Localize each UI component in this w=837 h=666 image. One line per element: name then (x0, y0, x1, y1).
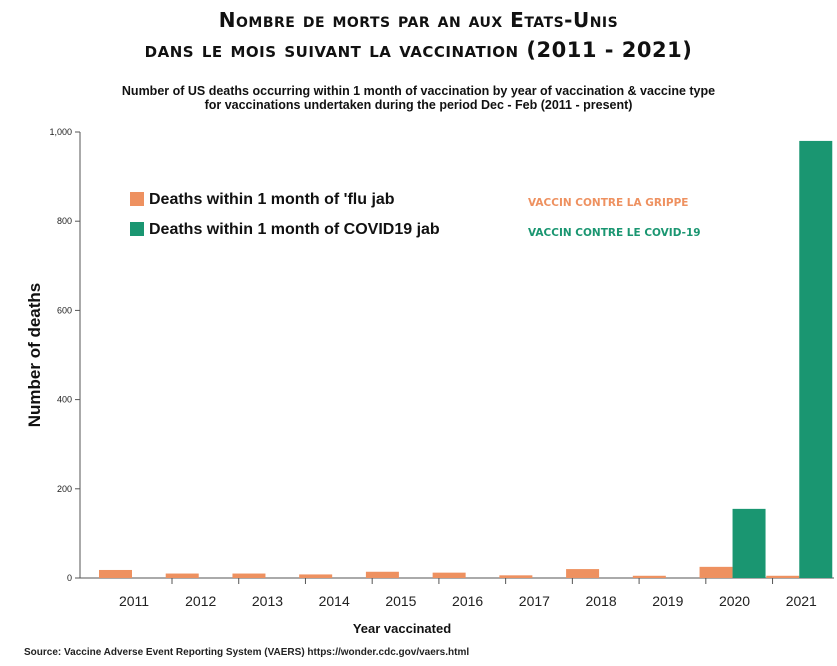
legend-label-flu: Deaths within 1 month of 'flu jab (149, 191, 395, 208)
bar-covid-2020 (732, 508, 766, 578)
x-tick-label: 2019 (652, 593, 683, 609)
y-tick-label: 1,000 (49, 127, 72, 137)
x-axis-label: Year vaccinated (353, 621, 451, 636)
bar-flu-2013 (232, 573, 266, 578)
bar-flu-2019 (632, 575, 666, 578)
y-tick-label: 800 (57, 216, 72, 226)
x-tick-label: 2015 (385, 593, 416, 609)
y-tick-labels: 0 200 400 600 800 1,000 (49, 127, 72, 583)
bar-flu-2017 (499, 575, 533, 578)
bar-flu-2020 (699, 566, 733, 578)
chart-title-french-line-1: Nombre de morts par an aux Etats-Unis (218, 8, 619, 32)
bar-flu-2014 (299, 574, 333, 578)
x-tick-label: 2016 (452, 593, 483, 609)
bar-flu-2021 (766, 575, 800, 578)
x-tick-label: 2014 (319, 593, 350, 609)
chart-bars (99, 140, 833, 579)
y-tick-label: 600 (57, 305, 72, 315)
bar-flu-2018 (566, 569, 600, 578)
bar-flu-2011 (99, 569, 132, 578)
legend-label-covid: Deaths within 1 month of COVID19 jab (149, 221, 440, 238)
chart-subtitle-line-1: Number of US deaths occurring within 1 m… (121, 84, 716, 98)
bar-flu-2016 (432, 572, 466, 578)
x-tick-labels: 2011 2012 2013 2014 2015 2016 2017 2018 2019 2020… (119, 593, 817, 609)
annotation-covid-vaccine: VACCIN CONTRE LE COVID-19 (528, 227, 701, 239)
x-tick-label: 2017 (519, 593, 550, 609)
bar-flu-2012 (165, 573, 199, 578)
x-tick-label: 2018 (586, 593, 617, 609)
x-tick-label: 2021 (786, 593, 817, 609)
chart-subtitle-line-2: for vaccinations undertaken during the p… (204, 98, 633, 112)
y-tick-label: 400 (57, 395, 72, 405)
bar-covid-2021 (799, 140, 833, 579)
y-tick-label: 0 (67, 573, 72, 583)
legend-swatch-covid (130, 222, 144, 236)
x-tick-label: 2020 (719, 593, 750, 609)
x-tick-label: 2011 (119, 593, 149, 609)
x-tick-label: 2013 (252, 593, 283, 609)
legend: Deaths within 1 month of 'flu jab Deaths… (130, 191, 440, 238)
x-tick-label: 2012 (185, 593, 216, 609)
legend-swatch-flu (130, 192, 144, 206)
annotation-flu-vaccine: VACCIN CONTRE LA GRIPPE (528, 197, 688, 209)
bar-flu-2015 (365, 571, 399, 578)
source-note: Source: Vaccine Adverse Event Reporting … (24, 647, 470, 658)
y-tick-label: 200 (57, 484, 72, 494)
chart-title-french-line-2: dans le mois suivant la vaccination (201… (144, 38, 693, 62)
y-axis-label: Number of deaths (25, 283, 44, 428)
